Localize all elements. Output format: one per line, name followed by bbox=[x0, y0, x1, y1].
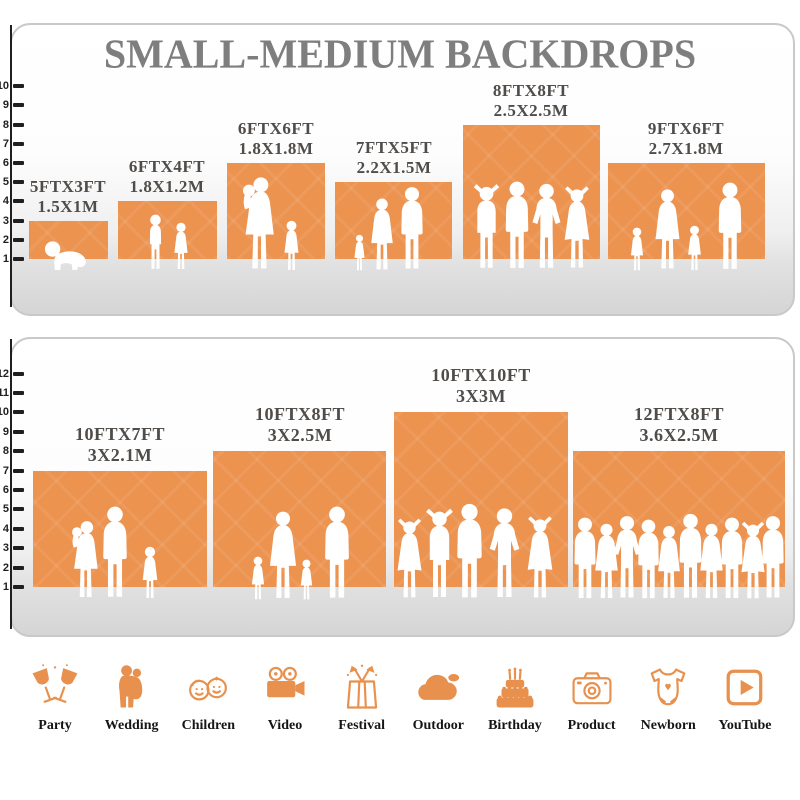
ruler-tick: 12 bbox=[0, 368, 24, 380]
category-label: Party bbox=[38, 718, 72, 733]
camera-icon bbox=[572, 672, 612, 705]
category-product: Product bbox=[557, 662, 627, 734]
category-label: Newborn bbox=[640, 718, 696, 733]
backdrop-size-m: 3X3M bbox=[456, 386, 506, 406]
ruler-tick: 5 bbox=[0, 176, 24, 188]
page-title: SMALL-MEDIUM BACKDROPS bbox=[103, 30, 697, 77]
ruler-tick: 2 bbox=[0, 234, 24, 246]
video-camera-icon bbox=[267, 666, 305, 698]
backdrop-size-m: 3X2.1M bbox=[87, 445, 153, 465]
category-children: Children bbox=[173, 662, 243, 734]
backdrop-size-m: 1.8X1.8M bbox=[238, 139, 314, 158]
backdrop-size-ft: 6FTX6FT bbox=[237, 119, 315, 138]
people-silhouette bbox=[397, 503, 553, 598]
category-youtube: YouTube bbox=[710, 662, 780, 734]
backdrop-rect bbox=[227, 163, 325, 259]
ruler-tick: 11 bbox=[0, 387, 24, 399]
backdrop-size-ft: 12FTX8FT bbox=[633, 404, 724, 424]
backdrop-size-m: 3X2.5M bbox=[267, 425, 333, 445]
ruler-tick: 6 bbox=[0, 157, 24, 169]
category-label: Wedding bbox=[104, 718, 159, 733]
category-label: Video bbox=[267, 718, 303, 733]
party-glasses-icon bbox=[32, 664, 78, 703]
cloud-icon bbox=[418, 674, 460, 700]
category-label: YouTube bbox=[718, 718, 772, 733]
category-newborn: Newborn bbox=[633, 662, 703, 734]
people-silhouette bbox=[72, 506, 158, 598]
people-silhouette bbox=[630, 182, 742, 271]
baby-onesie-icon bbox=[650, 668, 686, 706]
backdrop-rect bbox=[118, 201, 217, 259]
ruler-tick: 1 bbox=[0, 253, 24, 265]
ruler-tick: 9 bbox=[0, 99, 24, 111]
category-birthday: Birthday bbox=[480, 662, 550, 734]
backdrop-size-m: 1.5X1M bbox=[37, 197, 99, 216]
backdrop-size-ft: 10FTX7FT bbox=[74, 424, 165, 444]
ruler-tick: 8 bbox=[0, 445, 24, 457]
backdrop-rect bbox=[335, 182, 452, 259]
people-silhouette bbox=[251, 506, 349, 600]
category-outdoor: Outdoor bbox=[403, 662, 473, 734]
backdrop-size-m: 2.5X2.5M bbox=[493, 101, 569, 120]
ruler-tick: 2 bbox=[0, 562, 24, 574]
ruler-tick: 9 bbox=[0, 426, 24, 438]
ruler-tick: 8 bbox=[0, 119, 24, 131]
category-wedding: Wedding bbox=[97, 662, 167, 734]
ruler-tick: 10 bbox=[0, 406, 24, 418]
category-label: Festival bbox=[338, 718, 385, 733]
gift-box-icon bbox=[346, 664, 377, 709]
ruler-tick: 4 bbox=[0, 195, 24, 207]
ruler-tick: 10 bbox=[0, 80, 24, 92]
backdrop-size-ft: 10FTX8FT bbox=[254, 404, 345, 424]
backdrop-size-ft: 7FTX5FT bbox=[355, 138, 433, 157]
birthday-cake-icon bbox=[496, 667, 534, 708]
category-label: Product bbox=[567, 718, 616, 733]
backdrop-size-ft: 9FTX6FT bbox=[647, 119, 725, 138]
ruler-tick: 3 bbox=[0, 215, 24, 227]
backdrop-size-ft: 8FTX8FT bbox=[492, 81, 570, 100]
category-label: Outdoor bbox=[412, 718, 464, 733]
ruler-tick: 1 bbox=[0, 581, 24, 593]
bottom-ruler-line bbox=[10, 339, 12, 629]
category-video: Video bbox=[250, 662, 320, 734]
wedding-couple-icon bbox=[118, 665, 142, 708]
people-silhouette bbox=[473, 181, 590, 268]
people-silhouette bbox=[574, 513, 784, 599]
ruler-tick: 5 bbox=[0, 503, 24, 515]
category-label: Birthday bbox=[488, 718, 542, 733]
ruler-tick: 7 bbox=[0, 138, 24, 150]
backdrop-size-m: 2.2X1.5M bbox=[356, 158, 432, 177]
ruler-tick: 7 bbox=[0, 465, 24, 477]
backdrop-size-m: 3.6X2.5M bbox=[639, 425, 719, 445]
youtube-play-icon bbox=[726, 669, 763, 706]
category-row: Party Wedding Children bbox=[0, 662, 800, 734]
backdrop-size-ft: 10FTX10FT bbox=[431, 365, 531, 385]
category-festival: Festival bbox=[327, 662, 397, 734]
backdrop-size-m: 2.7X1.8M bbox=[648, 139, 724, 158]
top-ruler-line bbox=[10, 25, 12, 307]
backdrop-rect bbox=[394, 412, 568, 587]
children-faces-icon bbox=[189, 676, 228, 701]
category-label: Children bbox=[181, 718, 236, 733]
ruler-tick: 4 bbox=[0, 523, 24, 535]
people-silhouette bbox=[354, 187, 423, 271]
backdrop-size-ft: 5FTX3FT bbox=[29, 177, 107, 196]
category-party: Party bbox=[20, 662, 90, 734]
backdrop-size-ft: 6FTX4FT bbox=[128, 157, 206, 176]
ruler-tick: 3 bbox=[0, 542, 24, 554]
backdrop-size-m: 1.8X1.2M bbox=[129, 177, 205, 196]
backdrop-rect bbox=[213, 451, 386, 587]
ruler-tick: 6 bbox=[0, 484, 24, 496]
